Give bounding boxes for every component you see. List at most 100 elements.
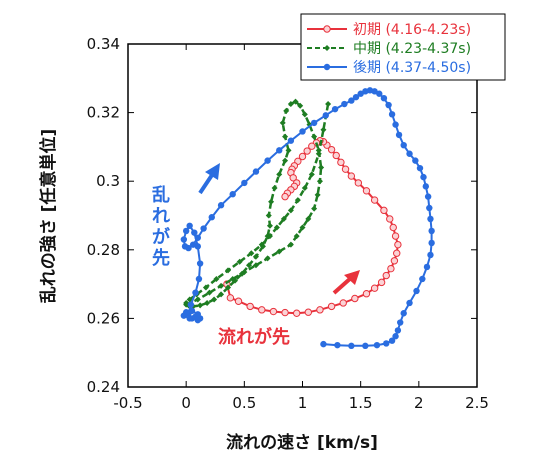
annotation-char: 乱 [152, 185, 170, 206]
y-tick-label: 0.24 [87, 378, 120, 396]
data-point [427, 251, 434, 259]
data-point [395, 131, 403, 139]
data-point [380, 206, 388, 215]
plot-area [128, 44, 477, 387]
data-point [387, 264, 395, 273]
data-point [196, 260, 204, 267]
y-tick-label: 0.28 [87, 241, 120, 259]
data-point [299, 128, 306, 135]
data-point [422, 183, 430, 190]
legend-entry: 後期 (4.37-4.50s) [307, 60, 471, 76]
data-point [299, 224, 306, 231]
data-point [279, 119, 286, 126]
data-point [182, 227, 190, 235]
data-point [229, 191, 236, 198]
data-point [370, 196, 379, 204]
data-point [186, 315, 193, 322]
data-point [297, 102, 304, 109]
series-1 [223, 137, 402, 317]
data-point [380, 94, 388, 102]
data-point [292, 98, 299, 105]
data-point [195, 275, 203, 283]
data-point [341, 165, 350, 173]
series-3 [180, 87, 435, 350]
data-point [357, 90, 364, 97]
data-point [392, 333, 399, 340]
data-point [301, 111, 308, 118]
data-point [327, 145, 336, 154]
data-point [226, 294, 235, 302]
data-point [200, 225, 207, 232]
data-point [322, 112, 329, 119]
data-point [304, 308, 313, 316]
data-point [332, 151, 340, 160]
data-point [217, 202, 225, 209]
annotation-turbulence-first: 乱 れ が 先 [152, 185, 170, 269]
data-point [232, 277, 239, 284]
data-point [412, 157, 419, 164]
data-point [246, 302, 254, 311]
data-point [241, 179, 248, 187]
legend: 初期 (4.16-4.23s) 中期 (4.23-4.37s) 後期 (4.37-4… [300, 13, 506, 81]
data-point [208, 214, 215, 221]
data-point [351, 294, 359, 303]
data-point [416, 164, 424, 172]
data-point [218, 282, 225, 289]
x-tick-label: 0 [181, 394, 191, 412]
data-point [308, 142, 316, 150]
x-tick-label: 1 [298, 394, 308, 412]
x-axis-label: 流れの速さ [km/s] [226, 432, 378, 453]
data-point [315, 147, 322, 154]
data-point [383, 340, 390, 347]
data-point [239, 270, 246, 277]
x-tick-label: 2 [414, 394, 424, 412]
data-point [406, 150, 413, 157]
data-point [334, 341, 341, 349]
data-point [268, 198, 275, 205]
data-point [197, 302, 204, 309]
data-point [281, 192, 289, 201]
data-point [310, 119, 318, 127]
data-point [318, 164, 325, 171]
data-point [362, 187, 371, 195]
data-point [424, 193, 432, 200]
data-point [252, 262, 259, 269]
data-point [413, 287, 420, 295]
data-point [428, 227, 435, 235]
data-point [392, 121, 399, 128]
data-point [419, 275, 426, 283]
data-point [362, 342, 369, 350]
data-point [397, 319, 404, 326]
data-point [354, 179, 363, 187]
data-point [373, 341, 381, 349]
y-tick-label: 0.32 [87, 104, 120, 122]
data-point [420, 173, 427, 181]
data-point [266, 222, 273, 229]
data-point [316, 306, 324, 314]
data-point [324, 45, 330, 51]
data-point [258, 306, 266, 314]
data-point [181, 243, 189, 250]
data-point [206, 289, 213, 296]
legend-entry: 中期 (4.23-4.37s) [307, 41, 471, 57]
data-point [180, 236, 188, 243]
data-point [192, 289, 199, 296]
arrow-head-icon [344, 270, 360, 285]
data-point [269, 307, 278, 316]
data-point [271, 185, 278, 192]
legend-entry: 初期 (4.16-4.23s) [307, 21, 471, 38]
data-point [213, 275, 220, 282]
data-point [388, 111, 396, 118]
x-tick-label: -0.5 [113, 394, 142, 412]
data-point [245, 262, 252, 269]
data-point [292, 309, 301, 317]
data-point [331, 105, 339, 113]
data-point [218, 291, 225, 298]
data-point [225, 267, 232, 274]
data-point [327, 302, 336, 311]
legend-label: 初期 (4.16-4.23s) [353, 21, 471, 38]
data-point [273, 224, 280, 231]
data-point [389, 223, 397, 232]
data-point [316, 178, 323, 185]
